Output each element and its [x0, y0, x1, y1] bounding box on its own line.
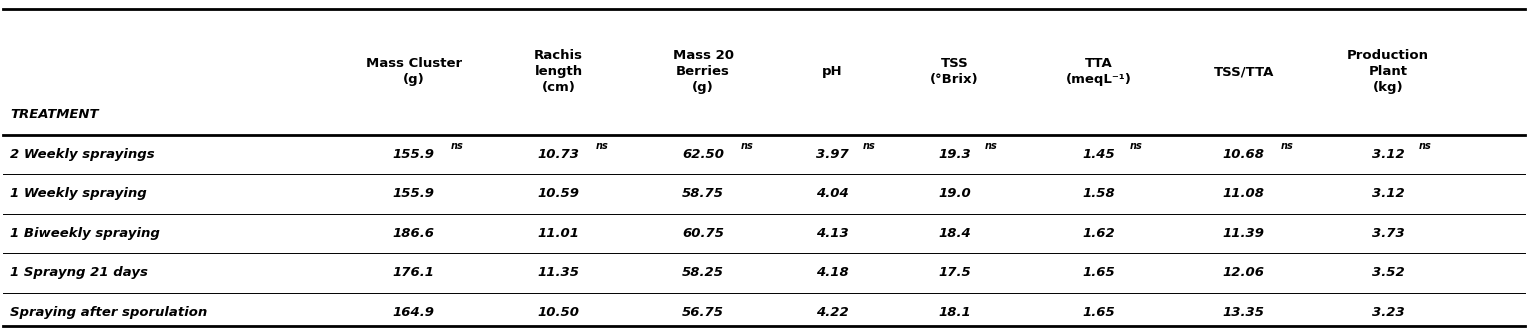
Text: 3.12: 3.12	[1372, 187, 1404, 200]
Text: 11.01: 11.01	[538, 227, 579, 240]
Text: 1 Biweekly spraying: 1 Biweekly spraying	[11, 227, 160, 240]
Text: 176.1: 176.1	[393, 266, 435, 279]
Text: 4.18: 4.18	[816, 266, 850, 279]
Text: 17.5: 17.5	[938, 266, 970, 279]
Text: 13.35: 13.35	[1222, 306, 1265, 319]
Text: 10.50: 10.50	[538, 306, 579, 319]
Text: ns: ns	[1129, 141, 1141, 151]
Text: 1.65: 1.65	[1082, 266, 1115, 279]
Text: pH: pH	[822, 65, 843, 78]
Text: 3.12: 3.12	[1372, 148, 1404, 161]
Text: 58.75: 58.75	[681, 187, 724, 200]
Text: ns: ns	[451, 141, 465, 151]
Text: 12.06: 12.06	[1222, 266, 1265, 279]
Text: TTA
(meqL⁻¹): TTA (meqL⁻¹)	[1067, 58, 1132, 86]
Text: 1 Sprayng 21 days: 1 Sprayng 21 days	[11, 266, 148, 279]
Text: Production
Plant
(kg): Production Plant (kg)	[1348, 50, 1429, 94]
Text: 1.58: 1.58	[1082, 187, 1115, 200]
Text: 18.4: 18.4	[938, 227, 970, 240]
Text: Mass Cluster
(g): Mass Cluster (g)	[365, 58, 461, 86]
Text: 186.6: 186.6	[393, 227, 435, 240]
Text: Rachis
length
(cm): Rachis length (cm)	[533, 50, 584, 94]
Text: 1 Weekly spraying: 1 Weekly spraying	[11, 187, 147, 200]
Text: 4.13: 4.13	[816, 227, 850, 240]
Text: 4.22: 4.22	[816, 306, 850, 319]
Text: 1.45: 1.45	[1082, 148, 1115, 161]
Text: Spraying after sporulation: Spraying after sporulation	[11, 306, 208, 319]
Text: TSS/TTA: TSS/TTA	[1213, 65, 1274, 78]
Text: 62.50: 62.50	[681, 148, 724, 161]
Text: 2 Weekly sprayings: 2 Weekly sprayings	[11, 148, 154, 161]
Text: 1.62: 1.62	[1082, 227, 1115, 240]
Text: ns: ns	[863, 141, 876, 151]
Text: 3.73: 3.73	[1372, 227, 1404, 240]
Text: 164.9: 164.9	[393, 306, 435, 319]
Text: Mass 20
Berries
(g): Mass 20 Berries (g)	[672, 50, 733, 94]
Text: 155.9: 155.9	[393, 187, 435, 200]
Text: ns: ns	[741, 141, 753, 151]
Text: 56.75: 56.75	[681, 306, 724, 319]
Text: ns: ns	[1418, 141, 1432, 151]
Text: 4.04: 4.04	[816, 187, 850, 200]
Text: 11.08: 11.08	[1222, 187, 1265, 200]
Text: ns: ns	[1280, 141, 1294, 151]
Text: TSS
(°Brix): TSS (°Brix)	[931, 58, 978, 86]
Text: 60.75: 60.75	[681, 227, 724, 240]
Text: ns: ns	[596, 141, 608, 151]
Text: 3.52: 3.52	[1372, 266, 1404, 279]
Text: 3.23: 3.23	[1372, 306, 1404, 319]
Text: 155.9: 155.9	[393, 148, 435, 161]
Text: 10.73: 10.73	[538, 148, 579, 161]
Text: TREATMENT: TREATMENT	[11, 108, 99, 121]
Text: 58.25: 58.25	[681, 266, 724, 279]
Text: 19.0: 19.0	[938, 187, 970, 200]
Text: 1.65: 1.65	[1082, 306, 1115, 319]
Text: 18.1: 18.1	[938, 306, 970, 319]
Text: 11.39: 11.39	[1222, 227, 1265, 240]
Text: 11.35: 11.35	[538, 266, 579, 279]
Text: ns: ns	[984, 141, 998, 151]
Text: 3.97: 3.97	[816, 148, 850, 161]
Text: 10.68: 10.68	[1222, 148, 1265, 161]
Text: 10.59: 10.59	[538, 187, 579, 200]
Text: 19.3: 19.3	[938, 148, 970, 161]
